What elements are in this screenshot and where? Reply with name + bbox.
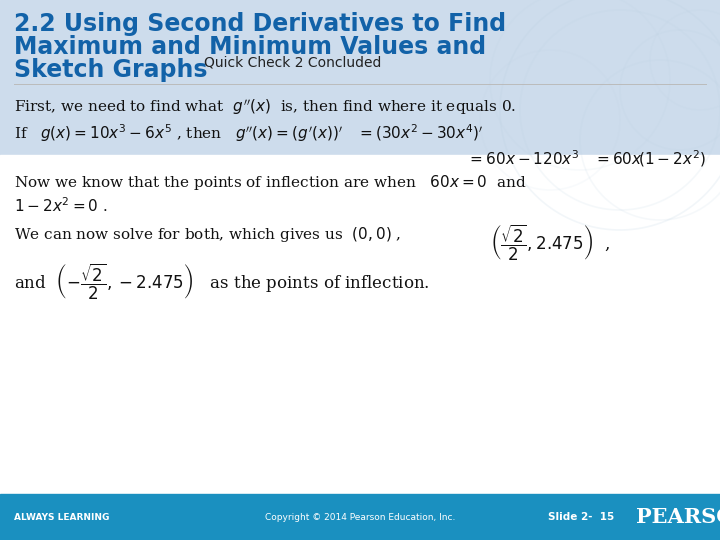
Text: First, we need to find what  $g''(x)$  is, then find where it equals 0.: First, we need to find what $g''(x)$ is,… xyxy=(14,97,516,117)
Text: We can now solve for both, which gives us  $(0,0)$ ,: We can now solve for both, which gives u… xyxy=(14,225,401,244)
Text: Quick Check 2 Concluded: Quick Check 2 Concluded xyxy=(204,56,382,70)
Text: and  $\left(-\dfrac{\sqrt{2}}{2},-2.475\right)$   as the points of inflection.: and $\left(-\dfrac{\sqrt{2}}{2},-2.475\r… xyxy=(14,262,430,302)
Text: $\left(\dfrac{\sqrt{2}}{2},2.475\right)$  ,: $\left(\dfrac{\sqrt{2}}{2},2.475\right)$… xyxy=(490,223,610,263)
Text: $1-2x^2=0$ .: $1-2x^2=0$ . xyxy=(14,196,108,215)
Bar xyxy=(0,155,720,494)
Text: Now we know that the points of inflection are when   $60x=0$  and: Now we know that the points of inflectio… xyxy=(14,173,526,192)
Text: Maximum and Minimum Values and: Maximum and Minimum Values and xyxy=(14,35,486,59)
Bar xyxy=(0,0,720,155)
Text: Sketch Graphs: Sketch Graphs xyxy=(14,58,207,82)
Text: $=60x-120x^3$   $=60x\!\left(1-2x^2\right)$: $=60x-120x^3$ $=60x\!\left(1-2x^2\right)… xyxy=(467,148,706,168)
Text: ALWAYS LEARNING: ALWAYS LEARNING xyxy=(14,512,109,522)
Text: PEARSON: PEARSON xyxy=(636,507,720,527)
Text: If   $g(x)=10x^3-6x^5$ , then   $g''(x)=(g'(x))'$   $=(30x^2-30x^4)'$: If $g(x)=10x^3-6x^5$ , then $g''(x)=(g'(… xyxy=(14,122,483,144)
Text: 2.2 Using Second Derivatives to Find: 2.2 Using Second Derivatives to Find xyxy=(14,12,506,36)
Bar xyxy=(0,494,720,540)
Text: Slide 2-  15: Slide 2- 15 xyxy=(548,512,614,522)
Text: Copyright © 2014 Pearson Education, Inc.: Copyright © 2014 Pearson Education, Inc. xyxy=(265,512,455,522)
